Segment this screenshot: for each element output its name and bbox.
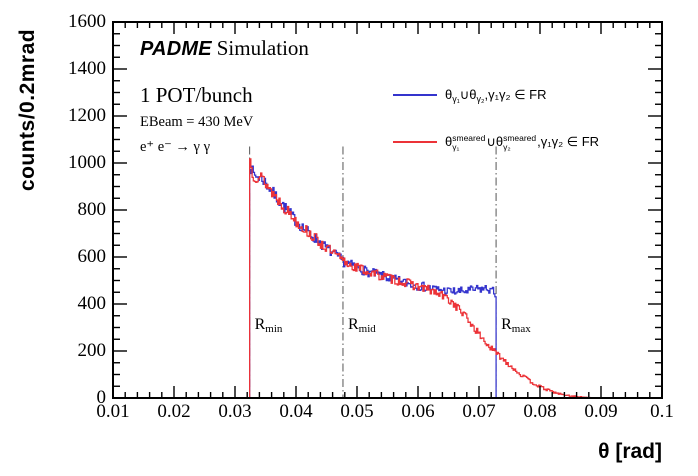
y-tick-label: 600: [77, 246, 107, 267]
legend-text-segment: θ: [469, 87, 477, 102]
legend-text-segment: ∪: [459, 87, 470, 102]
y-tick-label: 1000: [68, 152, 106, 173]
legend-subscript: γ₁: [452, 94, 460, 104]
legend-text-segment: ∪: [486, 134, 496, 150]
legend-superscript: smeared: [452, 133, 486, 143]
legend-text-segment: γ₁γ₂ ∈ FR: [540, 134, 600, 150]
legend-text-segment: θ: [445, 134, 453, 150]
x-tick-label: 0.04: [279, 401, 313, 422]
region-label: Rmax: [501, 316, 531, 335]
process-label: e⁺ e⁻ → γ γ: [140, 139, 210, 155]
legend-text-segment: θ: [495, 134, 504, 150]
brand-label: PADME: [140, 38, 212, 60]
y-tick-label: 200: [77, 340, 107, 361]
brand-suffix-label: Simulation: [216, 36, 309, 60]
region-label-base: R: [254, 316, 266, 333]
region-label-sub: max: [511, 323, 531, 335]
x-tick-label: 0.08: [523, 401, 557, 422]
legend-text-segment: γ₁γ₂ ∈ FR: [488, 87, 547, 102]
x-tick-label: 0.01: [96, 401, 130, 422]
y-tick-label: 1600: [68, 11, 106, 32]
y-tick-label: 800: [77, 199, 107, 220]
region-label-sub: min: [265, 323, 283, 335]
legend-text-segment: θ: [445, 87, 453, 102]
legend-entry-theta-union-FR: θ γ₁ ∪ θ γ₂ , γ₁γ₂ ∈ FR: [393, 87, 547, 104]
legend-text-segment: ,: [537, 134, 541, 150]
y-tick-label: 0: [96, 387, 107, 408]
legend-subscript: γ₁: [452, 141, 460, 152]
x-tick-label: 0.07: [462, 401, 496, 422]
x-axis-title: θ [rad]: [598, 440, 662, 463]
x-tick-label: 0.1: [650, 401, 674, 422]
region-label: Rmin: [255, 316, 283, 335]
x-tick-label: 0.06: [401, 401, 435, 422]
legend-supsub: smeared γ₂: [503, 134, 536, 152]
legend-line-sample: [393, 93, 437, 96]
ebeam-label: EBeam = 430 MeV: [140, 114, 254, 130]
x-tick-label: 0.09: [584, 401, 618, 422]
series-theta-union-FR: [113, 165, 662, 399]
region-label-base: R: [501, 316, 512, 333]
x-tick-label: 0.02: [157, 401, 191, 422]
plot-header: PADME Simulation: [140, 36, 309, 61]
legend-line-sample: [393, 140, 437, 143]
legend-entry-theta-smeared-union-FR: θ smeared γ₁ ∪ θ smeared γ₂ , γ₁γ₂ ∈ FR: [393, 133, 599, 151]
region-label-sub: mid: [358, 323, 376, 335]
legend-supsub: smeared γ₁: [452, 134, 485, 152]
pot-label: 1 POT/bunch: [140, 83, 253, 107]
y-tick-label: 1400: [68, 58, 106, 79]
legend-text-segment: ,: [484, 87, 489, 102]
legend-superscript: smeared: [503, 133, 537, 143]
legend-label: θ γ₁ ∪ θ γ₂ , γ₁γ₂ ∈ FR: [445, 87, 547, 104]
legend-subscript: γ₂: [503, 141, 511, 152]
region-label: Rmid: [348, 316, 376, 335]
y-tick-label: 1200: [68, 105, 106, 126]
legend-subscript: γ₂: [476, 94, 485, 104]
x-tick-label: 0.03: [218, 401, 252, 422]
plot-frame: [112, 21, 663, 399]
y-tick-label: 400: [77, 293, 107, 314]
region-label-base: R: [348, 316, 359, 333]
legend-label: θ smeared γ₁ ∪ θ smeared γ₂ , γ₁γ₂ ∈ FR: [445, 133, 600, 152]
series-theta-smeared-union-FR: [113, 158, 662, 399]
x-tick-label: 0.05: [340, 401, 374, 422]
